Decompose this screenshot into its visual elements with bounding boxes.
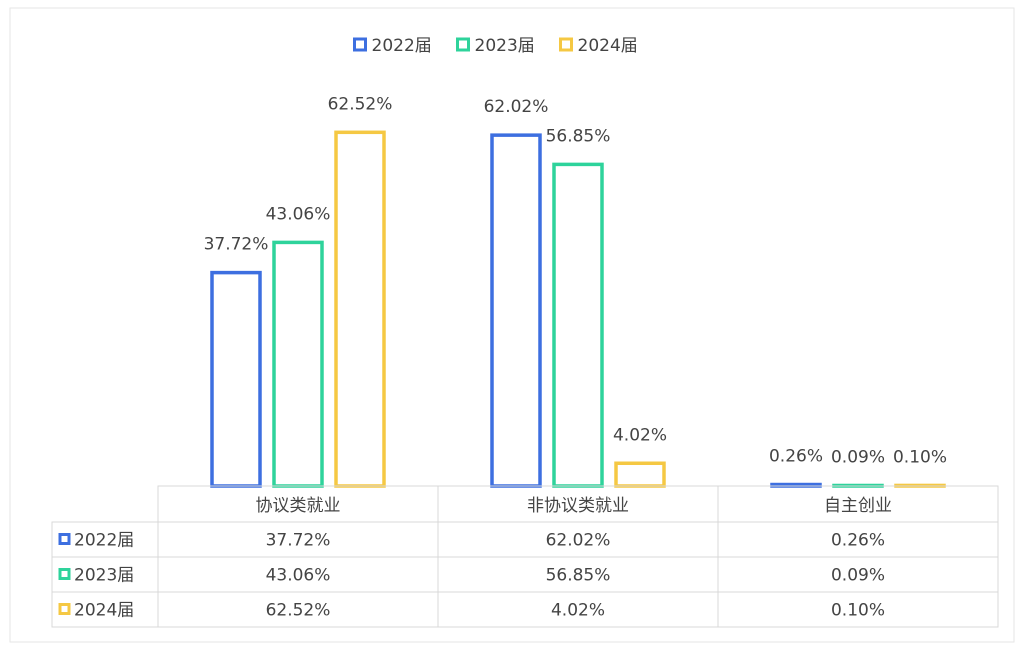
value-label: 37.72%: [204, 235, 269, 255]
category-label: 非协议类就业: [527, 496, 629, 516]
table-cell: 0.10%: [831, 601, 885, 621]
value-label: 62.52%: [328, 94, 393, 114]
table-row: [51, 591, 999, 628]
table-cell: 4.02%: [551, 601, 605, 621]
value-label: 62.02%: [484, 97, 549, 117]
table-swatch: [58, 603, 71, 615]
category-label: 协议类就业: [256, 496, 341, 516]
bar: [614, 461, 666, 488]
table-swatch: [58, 533, 71, 545]
value-label: 0.10%: [893, 447, 947, 467]
table-cell: 37.72%: [266, 531, 331, 551]
value-label: 43.06%: [266, 204, 331, 224]
category-label: 自主创业: [824, 496, 892, 516]
table-cell: 62.52%: [266, 601, 331, 621]
table-series-label: 2024届: [74, 601, 134, 621]
bar: [210, 270, 262, 488]
table-swatch: [58, 568, 71, 580]
bar: [334, 130, 386, 488]
table-cell: 0.26%: [831, 531, 885, 551]
legend-label: 2024届: [578, 36, 638, 56]
value-label: 56.85%: [546, 126, 611, 146]
bar: [490, 133, 542, 488]
legend-swatch: [456, 37, 470, 52]
legend-label: 2022届: [372, 36, 432, 56]
legend-label: 2023届: [475, 36, 535, 56]
table-cell: 43.06%: [266, 566, 331, 586]
legend-swatch: [559, 37, 573, 52]
value-label: 0.26%: [769, 447, 823, 467]
table-series-label: 2023届: [74, 566, 134, 586]
table-series-label: 2022届: [74, 531, 134, 551]
legend-swatch: [353, 37, 367, 52]
table-cell: 56.85%: [546, 566, 611, 586]
value-label: 0.09%: [831, 447, 885, 467]
table-cell: 62.02%: [546, 531, 611, 551]
table-cell: 0.09%: [831, 566, 885, 586]
bar: [272, 240, 324, 488]
value-label: 4.02%: [613, 425, 667, 445]
bar: [552, 162, 604, 488]
